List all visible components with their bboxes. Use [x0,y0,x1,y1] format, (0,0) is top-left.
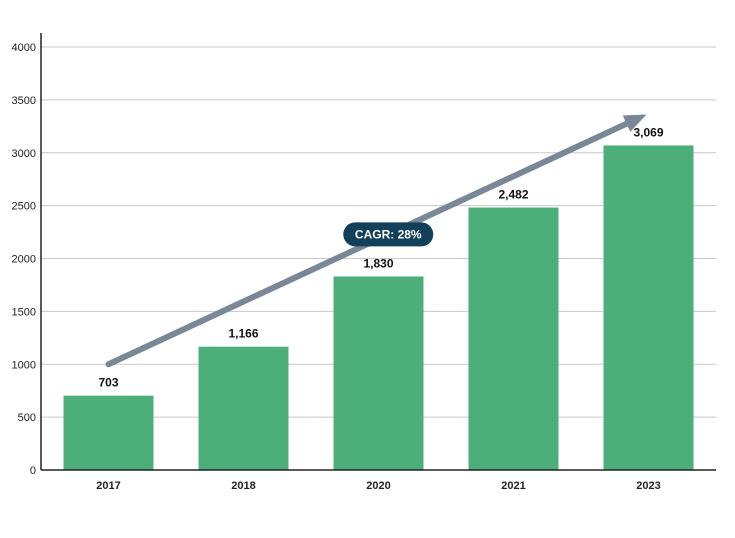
y-tick-label: 1500 [12,306,36,318]
data-label: 1,830 [363,256,393,270]
bar-2021 [468,207,559,470]
y-tick-label: 0 [30,465,36,477]
cagr-badge-text: CAGR: 28% [355,227,422,241]
cagr-badge-background [343,222,434,247]
y-tick-label: 3500 [12,95,36,107]
x-axis-labels: 2017 2018 2020 2021 2023 [96,480,660,492]
x-tick-label: 2017 [96,480,120,492]
bar-2023 [603,145,694,470]
bars [63,145,694,470]
bar-2017 [63,395,154,470]
y-tick-label: 2000 [12,254,36,266]
x-tick-label: 2023 [636,480,660,492]
data-label: 3,069 [633,125,663,139]
data-label: 703 [98,376,118,390]
bar-2020 [333,276,424,470]
y-axis-ticks: 0 500 1000 1500 2000 2500 3000 3500 4000 [12,42,36,477]
bar-2018 [198,346,289,470]
x-tick-label: 2018 [231,480,255,492]
x-tick-label: 2020 [366,480,390,492]
data-label: 2,482 [498,188,528,202]
y-tick-label: 500 [18,412,36,424]
x-tick-label: 2021 [501,480,525,492]
y-tick-label: 2500 [12,201,36,213]
y-tick-label: 1000 [12,359,36,371]
y-tick-label: 4000 [12,42,36,54]
value-labels: 703 1,166 1,830 2,482 3,069 [98,125,663,389]
y-tick-label: 3000 [12,148,36,160]
data-label: 1,166 [228,327,258,341]
trend-arrow-head [622,114,647,132]
cagr-badge: CAGR: 28% [343,222,434,247]
